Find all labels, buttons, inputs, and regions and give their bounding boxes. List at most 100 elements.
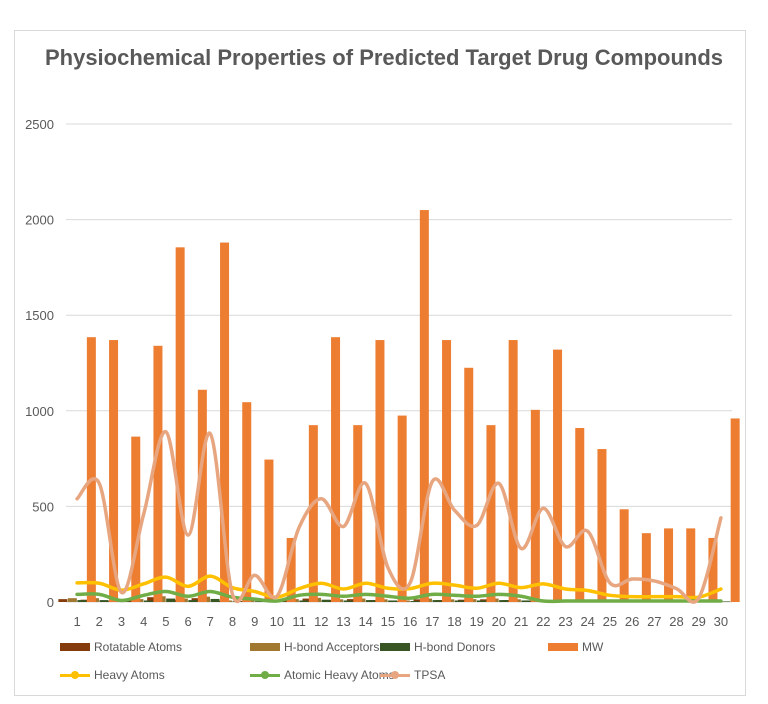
legend-swatch xyxy=(380,643,410,651)
legend-label: Rotatable Atoms xyxy=(94,640,183,654)
bar-h-bond-donors xyxy=(254,601,264,602)
x-tick-label: 4 xyxy=(140,614,147,629)
legend-label: H-bond Acceptors xyxy=(284,640,380,654)
bar-mw xyxy=(242,402,252,602)
y-tick-label: 500 xyxy=(32,499,54,514)
legend-swatch xyxy=(548,643,578,651)
bar-h-bond-donors xyxy=(499,600,509,602)
y-tick-label: 1000 xyxy=(25,404,54,419)
legend-item: Rotatable Atoms xyxy=(60,640,182,654)
bar-mw xyxy=(442,340,452,602)
bar-mw xyxy=(419,210,429,603)
legend-swatch xyxy=(250,643,280,651)
bar-rotatable-atoms xyxy=(147,597,157,602)
line-tpsa xyxy=(75,430,723,604)
legend-item: MW xyxy=(548,640,603,654)
bar-h-bond-donors xyxy=(365,600,375,602)
bar-mw xyxy=(197,389,207,602)
bar-mw xyxy=(153,345,163,602)
x-tick-label: 9 xyxy=(251,614,258,629)
x-tick-label: 16 xyxy=(403,614,417,629)
legend-item: H-bond Donors xyxy=(380,640,495,654)
x-tick-label: 30 xyxy=(714,614,728,629)
legend-item: Atomic Heavy Atoms xyxy=(250,668,395,682)
legend-label: Heavy Atoms xyxy=(94,668,165,682)
legend-label: MW xyxy=(582,640,604,654)
bar-mw xyxy=(664,528,674,602)
legend-swatch xyxy=(60,643,90,651)
bar-mw xyxy=(109,340,119,602)
x-tick-label: 25 xyxy=(603,614,617,629)
bar-h-bond-donors xyxy=(143,600,153,602)
x-tick-label: 28 xyxy=(669,614,683,629)
x-tick-label: 15 xyxy=(381,614,395,629)
legend-item: H-bond Acceptors xyxy=(250,640,379,654)
x-tick-label: 19 xyxy=(469,614,483,629)
bar-h-bond-donors xyxy=(99,600,109,602)
x-tick-label: 11 xyxy=(292,614,306,629)
bar-mw xyxy=(131,436,141,602)
bar-mw xyxy=(597,449,607,602)
x-tick-label: 23 xyxy=(558,614,572,629)
x-tick-label: 12 xyxy=(314,614,328,629)
bar-mw xyxy=(175,247,185,602)
x-tick-label: 24 xyxy=(580,614,594,629)
x-tick-label: 29 xyxy=(691,614,705,629)
bar-h-bond-donors xyxy=(299,600,309,602)
bar-mw xyxy=(353,425,363,602)
x-tick-label: 26 xyxy=(625,614,639,629)
bar-h-bond-donors xyxy=(721,601,731,602)
bar-h-bond-donors xyxy=(410,601,420,602)
bar-mw xyxy=(530,409,540,602)
legend-item: Heavy Atoms xyxy=(60,668,165,682)
x-tick-label: 2 xyxy=(96,614,103,629)
legend-item: TPSA xyxy=(380,668,445,682)
bar-mw xyxy=(553,349,563,602)
y-tick-label: 1500 xyxy=(25,308,54,323)
bar-h-bond-acceptors xyxy=(67,598,77,602)
bar-h-bond-donors xyxy=(476,600,486,602)
bar-mw xyxy=(86,337,96,602)
x-tick-label: 27 xyxy=(647,614,661,629)
x-tick-label: 1 xyxy=(73,614,80,629)
bar-h-bond-donors xyxy=(432,600,442,602)
bar-mw xyxy=(619,509,629,602)
legend-label: TPSA xyxy=(414,668,446,682)
legend-label: H-bond Donors xyxy=(414,640,496,654)
bar-rotatable-atoms xyxy=(302,598,312,602)
legend-swatch xyxy=(60,670,90,680)
bar-h-bond-donors xyxy=(210,598,220,602)
bar-mw xyxy=(575,428,585,602)
bar-mw xyxy=(641,533,651,602)
x-tick-label: 21 xyxy=(514,614,528,629)
bar-mw xyxy=(308,425,318,602)
bar-h-bond-donors xyxy=(188,600,198,602)
bar-mw xyxy=(508,340,518,602)
x-tick-label: 20 xyxy=(492,614,506,629)
bar-h-bond-donors xyxy=(321,599,331,602)
x-tick-label: 17 xyxy=(425,614,439,629)
y-tick-label: 2500 xyxy=(25,117,54,132)
legend-swatch xyxy=(250,670,280,680)
x-tick-label: 3 xyxy=(118,614,125,629)
bar-mw xyxy=(486,425,496,602)
x-tick-label: 22 xyxy=(536,614,550,629)
line-atomic-heavy-atoms xyxy=(75,589,723,604)
bar-h-bond-donors xyxy=(454,600,464,602)
bar-h-bond-donors xyxy=(77,600,87,602)
bar-mw xyxy=(708,537,718,602)
x-tick-label: 6 xyxy=(184,614,191,629)
bar-rotatable-atoms xyxy=(413,599,423,602)
x-tick-label: 7 xyxy=(207,614,214,629)
legend-label: Atomic Heavy Atoms xyxy=(284,668,395,682)
chart-title: Physiochemical Properties of Predicted T… xyxy=(44,45,724,70)
bar-h-bond-donors xyxy=(521,600,531,602)
x-tick-label: 13 xyxy=(336,614,350,629)
bar-mw xyxy=(464,367,474,602)
x-tick-label: 8 xyxy=(229,614,236,629)
x-tick-label: 18 xyxy=(447,614,461,629)
y-tick-label: 2000 xyxy=(25,213,54,228)
bar-mw xyxy=(220,242,230,602)
bar-rotatable-atoms xyxy=(58,599,68,602)
